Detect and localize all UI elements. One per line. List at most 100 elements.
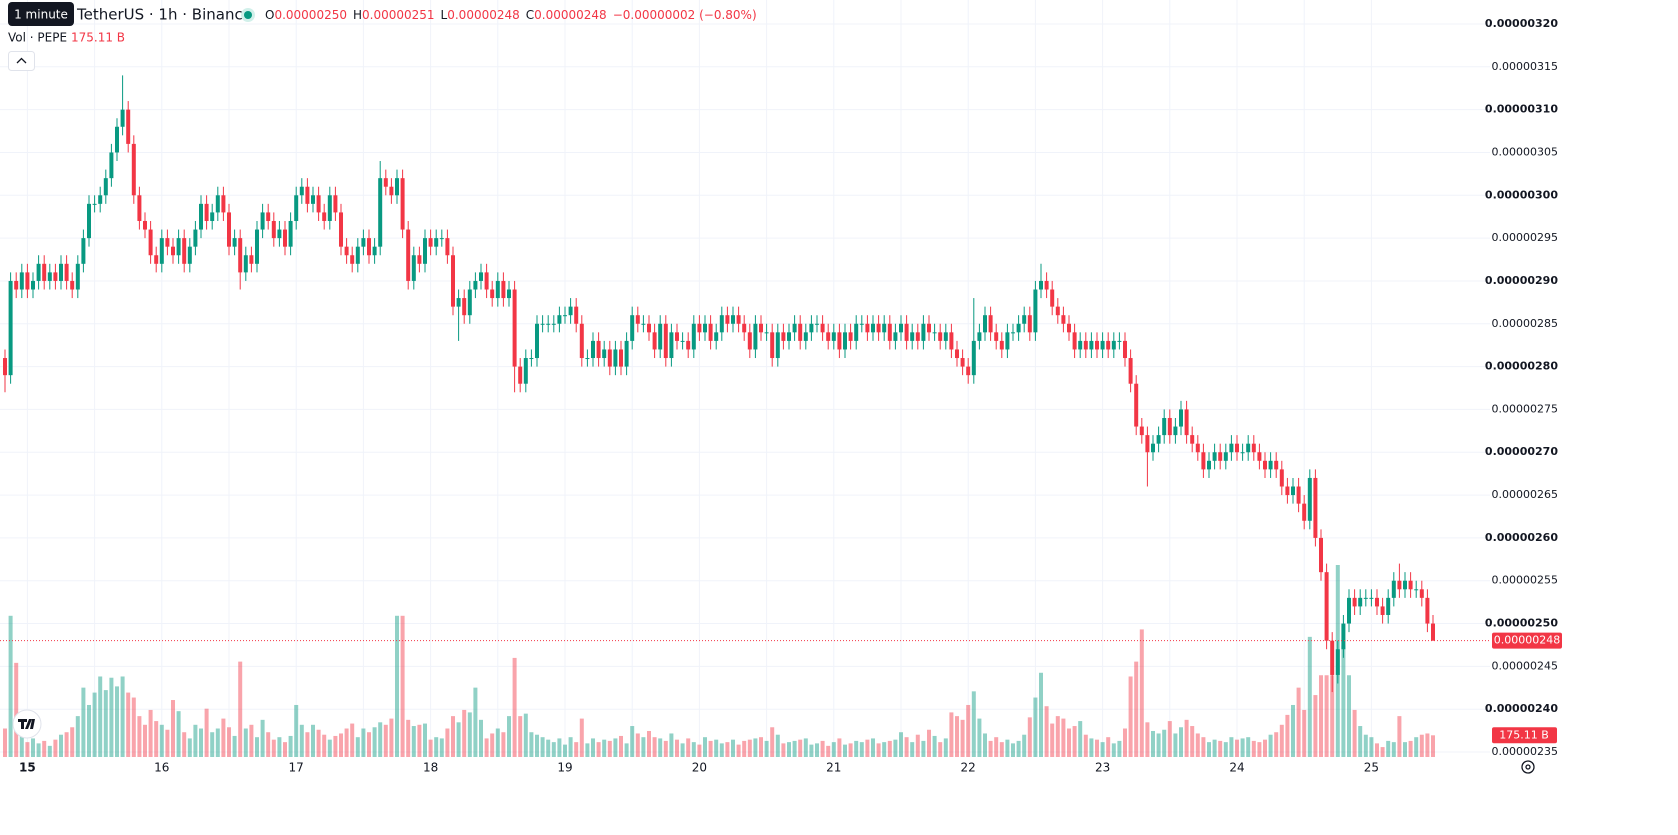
candle-body [316, 195, 321, 213]
candle-body [14, 280, 19, 290]
volume-bar [1419, 734, 1424, 757]
chart-title[interactable]: TetherUS · 1h · Binance [76, 6, 252, 24]
volume-bar [854, 740, 859, 757]
volume-title[interactable]: Vol · PEPE [8, 31, 67, 45]
candle-body [137, 195, 142, 221]
candle-body [1179, 409, 1183, 427]
volume-bar [1408, 740, 1413, 757]
candle-body [1123, 340, 1127, 359]
candle-body [1212, 452, 1217, 461]
volume-bar [126, 692, 131, 757]
candle-body [1319, 537, 1323, 573]
volume-bar [574, 742, 579, 757]
volume-bar [1291, 704, 1295, 757]
y-tick-label: 0.00000255 [1492, 574, 1558, 587]
candle-body [171, 246, 175, 256]
candle-body [1162, 417, 1167, 436]
volume-bar [1352, 709, 1357, 757]
collapse-button[interactable] [8, 51, 35, 71]
volume-bar [36, 743, 41, 757]
volume-bar [742, 740, 747, 757]
volume-bar [389, 718, 394, 757]
volume-bar [1111, 743, 1116, 757]
candle-body [98, 195, 103, 204]
volume-bar [238, 661, 243, 757]
candle-body [635, 315, 640, 324]
volume-bar [949, 712, 954, 757]
volume-bar [1324, 675, 1329, 757]
candle-body [1011, 332, 1015, 334]
volume-bar [703, 737, 707, 757]
volume-bar [787, 742, 791, 757]
volume-bar [579, 718, 584, 757]
candle-body [165, 238, 170, 247]
volume-bar [1156, 733, 1161, 757]
volume-bar [1307, 636, 1312, 757]
logo [18, 719, 35, 729]
candle-body [607, 349, 612, 367]
volume-bar [938, 742, 943, 757]
volume-bar [383, 724, 388, 757]
y-tick-label: 0.00000280 [1485, 360, 1558, 373]
volume-bar [1195, 733, 1200, 757]
volume-bar [1369, 737, 1374, 757]
y-tick-label: 0.00000250 [1485, 617, 1558, 630]
candle-body [423, 238, 427, 264]
candle-body [126, 109, 131, 144]
volume-bar [193, 724, 198, 757]
volume-bar [1319, 675, 1323, 757]
y-tick-label: 0.00000265 [1492, 488, 1558, 501]
candle-body [283, 229, 287, 247]
ohlc-key: L [441, 8, 448, 22]
settings-icon[interactable] [1521, 760, 1535, 774]
candle-body [910, 332, 915, 341]
candle-body [1167, 417, 1172, 436]
x-tick-label: 22 [961, 761, 976, 775]
candle-body [115, 126, 119, 153]
candles [3, 75, 1435, 693]
candle-body [1134, 383, 1139, 427]
volume-bar [876, 743, 881, 757]
volume-bar [781, 743, 786, 757]
volume-bar [865, 739, 870, 757]
candle-body [630, 315, 635, 341]
candle-body [1128, 358, 1133, 384]
candle-body [876, 323, 881, 333]
volume-bar [1363, 734, 1368, 757]
volume-bar [1106, 737, 1111, 757]
candle-body [871, 323, 875, 333]
y-tick-label: 0.00000245 [1492, 659, 1558, 672]
candle-body [518, 366, 523, 384]
candle-body [59, 263, 63, 281]
candle-body [400, 178, 405, 230]
volume-bar [456, 722, 461, 757]
candle-body [899, 323, 903, 333]
candle-body [490, 289, 495, 299]
volume-bar [103, 690, 108, 757]
volume-bar [305, 732, 310, 757]
candle-body [1016, 323, 1021, 333]
candle-body [1419, 589, 1424, 598]
candle-body [1274, 460, 1279, 470]
volume-bar [361, 728, 366, 757]
candle-body [1078, 340, 1083, 350]
candle-body [70, 280, 75, 290]
volume-bar [1358, 726, 1363, 757]
candle-body [1184, 409, 1189, 436]
volume-bar [1403, 742, 1407, 757]
volume-bar [8, 615, 13, 757]
candle-body [299, 186, 304, 196]
candle-body [1106, 340, 1111, 350]
candle-body [204, 203, 209, 221]
volume-bar [143, 724, 147, 757]
candle-body [19, 272, 24, 290]
candle-body [669, 332, 674, 359]
volume-bar [1223, 742, 1228, 757]
candle-body [579, 323, 584, 359]
x-tick-label: 16 [154, 761, 169, 775]
volume-bar [210, 732, 215, 757]
volume-bar [445, 728, 450, 757]
candle-body [1229, 443, 1234, 453]
last-price-tag [1492, 632, 1562, 649]
candle-body [378, 178, 383, 247]
